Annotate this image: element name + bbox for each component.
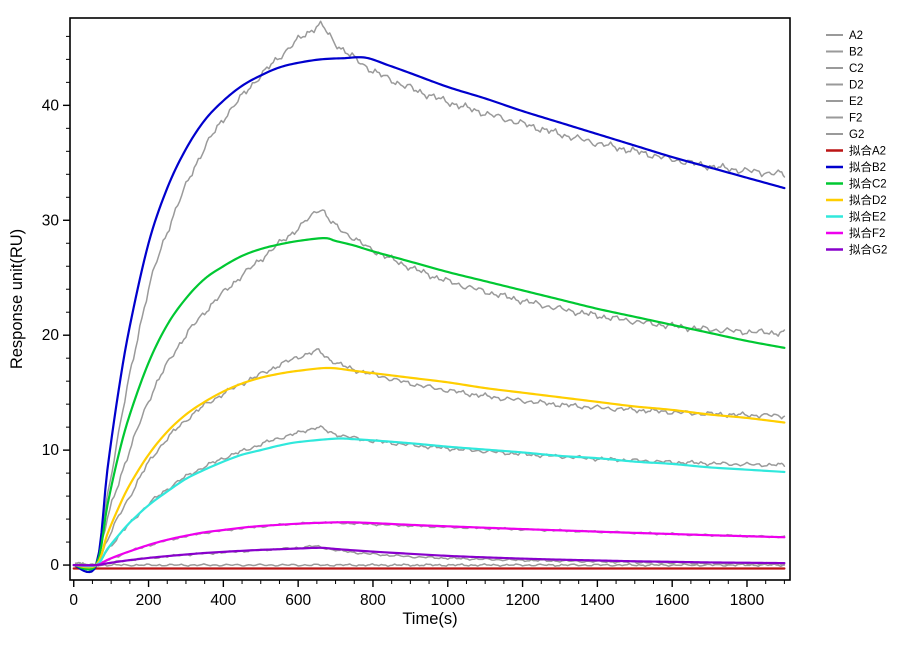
series-fitG2	[72, 546, 786, 567]
legend-item-A2: A2	[826, 30, 863, 42]
x-axis-title: Time(s)	[402, 610, 457, 628]
series-fitB2	[72, 56, 786, 574]
series-fitC2	[72, 236, 786, 571]
legend-label-F2: F2	[849, 113, 862, 125]
y-tick-label: 30	[42, 212, 60, 229]
x-tick-label: 1000	[431, 592, 466, 609]
x-tick-label: 800	[360, 592, 386, 609]
legend-item-G2: G2	[826, 129, 864, 141]
legend-label-fitE2: 拟合E2	[849, 210, 886, 224]
legend-label-B2: B2	[849, 47, 863, 59]
x-tick-label: 600	[285, 592, 311, 609]
x-tick-label: 0	[69, 592, 78, 609]
x-tick-label: 1600	[655, 592, 690, 609]
legend-label-fitD2: 拟合D2	[849, 193, 887, 207]
legend-item-F2: F2	[826, 113, 862, 125]
legend-item-D2: D2	[826, 80, 864, 92]
legend-item-fitE2: 拟合E2	[826, 210, 886, 224]
x-tick-label: 400	[210, 592, 236, 609]
legend-label-fitB2: 拟合B2	[849, 160, 886, 174]
y-tick-label: 20	[42, 327, 60, 344]
series-A2	[74, 562, 786, 568]
x-tick-label: 200	[136, 592, 162, 609]
series-fitF2	[72, 521, 786, 567]
series-F2	[74, 521, 786, 568]
plot-series-group	[72, 20, 786, 574]
x-tick-label: 1800	[730, 592, 765, 609]
series-C2	[74, 209, 786, 571]
axis-ticks: 0 200 400 600 800 1000 1200 1400 1600 1800 0 10 20 30…	[42, 35, 785, 609]
legend-label-D2: D2	[849, 80, 864, 92]
legend-label-A2: A2	[849, 30, 863, 42]
series-fitD2	[72, 366, 786, 569]
series-E2	[74, 425, 786, 568]
y-axis-title: Response unit(RU)	[8, 229, 26, 369]
legend-item-B2: B2	[826, 47, 863, 59]
y-tick-label: 10	[42, 442, 60, 459]
x-tick-label: 1400	[580, 592, 615, 609]
series-B2	[74, 20, 786, 573]
legend-item-E2: E2	[826, 96, 863, 108]
y-tick-label: 0	[50, 557, 59, 574]
legend-label-fitG2: 拟合G2	[849, 243, 887, 257]
legend-item-fitG2: 拟合G2	[826, 243, 887, 257]
legend-label-fitF2: 拟合F2	[849, 226, 885, 240]
legend-item-fitF2: 拟合F2	[826, 226, 885, 240]
legend-item-fitA2: 拟合A2	[826, 144, 886, 158]
legend-item-fitD2: 拟合D2	[826, 193, 887, 207]
legend-label-fitC2: 拟合C2	[849, 177, 887, 191]
legend-label-G2: G2	[849, 129, 864, 141]
series-fitE2	[72, 437, 786, 568]
legend-label-C2: C2	[849, 63, 864, 75]
legend-item-fitC2: 拟合C2	[826, 177, 887, 191]
x-tick-label: 1200	[505, 592, 540, 609]
chart-legend: A2 B2 C2 D2 E2 F2 G2 拟合A2 拟合B2 拟合C2 拟合D2 拟合E2 拟合F2 拟合…	[826, 30, 887, 257]
legend-item-fitB2: 拟合B2	[826, 160, 886, 174]
plot-border	[69, 17, 791, 581]
plot-frame	[69, 17, 791, 581]
y-tick-label: 40	[42, 97, 60, 114]
legend-label-fitA2: 拟合A2	[849, 144, 886, 158]
legend-label-E2: E2	[849, 96, 863, 108]
series-D2	[74, 348, 786, 569]
legend-item-C2: C2	[826, 63, 864, 75]
